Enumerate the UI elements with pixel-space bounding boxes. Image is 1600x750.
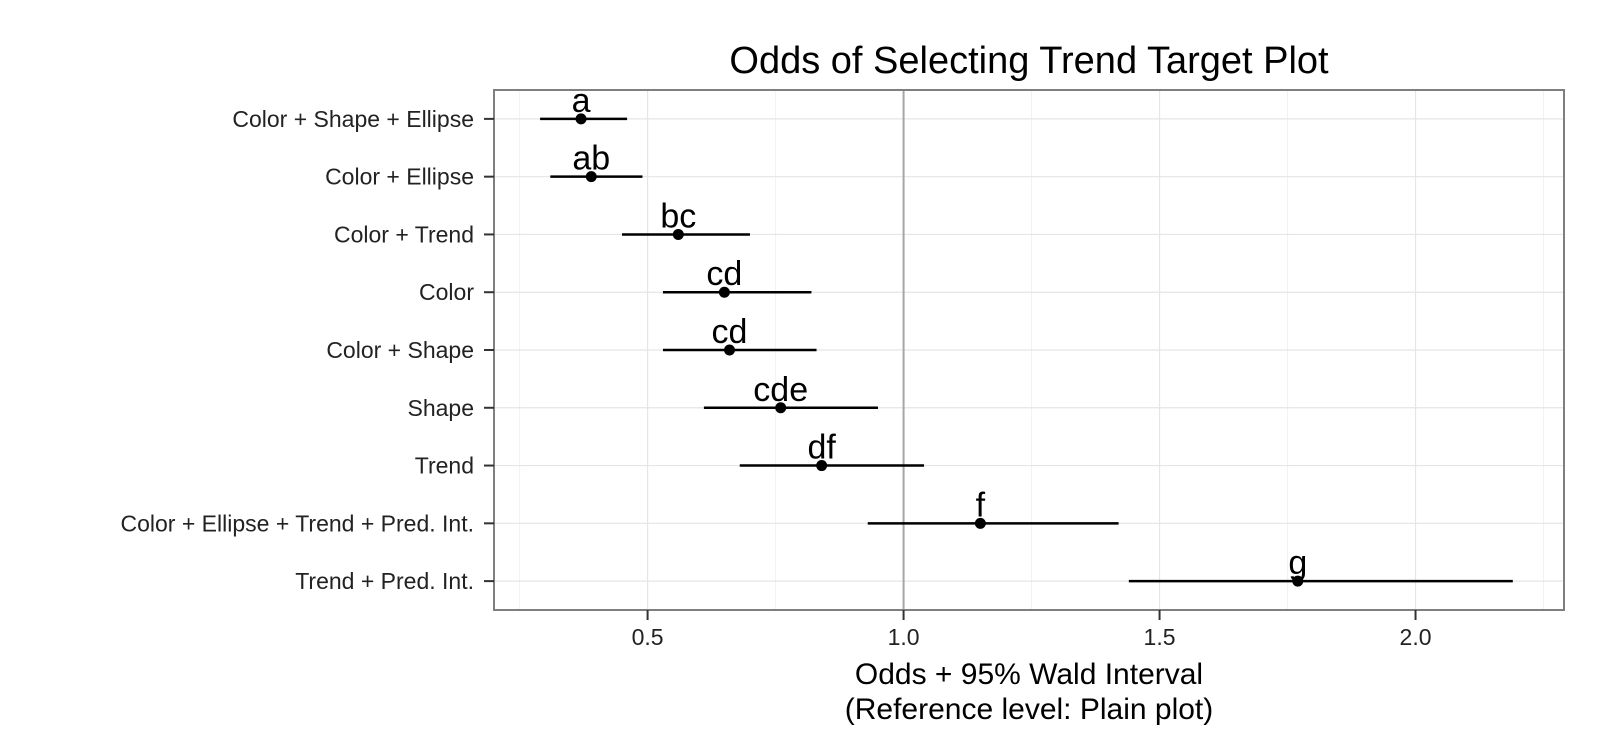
y-tick-label: Color + Shape [326, 337, 474, 363]
group-letter-label: df [807, 429, 836, 467]
x-tick-label: 2.0 [1400, 624, 1432, 650]
x-axis-label-line-2: (Reference level: Plain plot) [844, 693, 1214, 726]
group-letter-label: cde [753, 371, 808, 409]
y-tick-label: Color + Shape + Ellipse [232, 106, 474, 132]
estimate-point [724, 344, 736, 356]
estimate-point [1292, 575, 1304, 587]
chart-title: Odds of Selecting Trend Target Plot [729, 40, 1329, 82]
x-axis-label-line-1: Odds + 95% Wald Interval [854, 658, 1204, 691]
y-tick-label: Shape [407, 395, 474, 421]
estimate-point [775, 402, 787, 414]
estimate-point [575, 113, 587, 125]
estimate-point [672, 228, 684, 240]
group-letter-label: g [1288, 544, 1307, 582]
estimate-point [718, 286, 730, 298]
x-axis-label: Odds + 95% Wald Interval (Reference leve… [494, 657, 1564, 727]
group-letter-label: bc [660, 197, 696, 235]
group-letter-label: f [976, 486, 986, 524]
group-letter-label: a [572, 82, 591, 120]
major-grid [494, 90, 1564, 610]
group-letter-label: cd [706, 255, 742, 293]
estimate-point [816, 460, 828, 472]
group-letter-label: cd [712, 313, 748, 351]
estimate-point [585, 171, 597, 183]
y-tick-label: Trend [415, 453, 474, 479]
y-tick-label: Color + Trend [334, 221, 474, 247]
y-tick-label: Trend + Pred. Int. [295, 568, 474, 594]
x-tick-label: 1.5 [1144, 624, 1176, 650]
x-tick-label: 1.0 [888, 624, 920, 650]
x-tick-label: 0.5 [632, 624, 664, 650]
y-tick-label: Color + Ellipse [325, 164, 474, 190]
estimate-point [974, 517, 986, 529]
axes: Color + Shape + Ellipse Color + Ellipse Co… [121, 106, 1432, 650]
y-tick-label: Color [419, 279, 474, 305]
y-tick-label: Color + Ellipse + Trend + Pred. Int. [121, 510, 475, 536]
group-letter-label: ab [572, 140, 610, 178]
